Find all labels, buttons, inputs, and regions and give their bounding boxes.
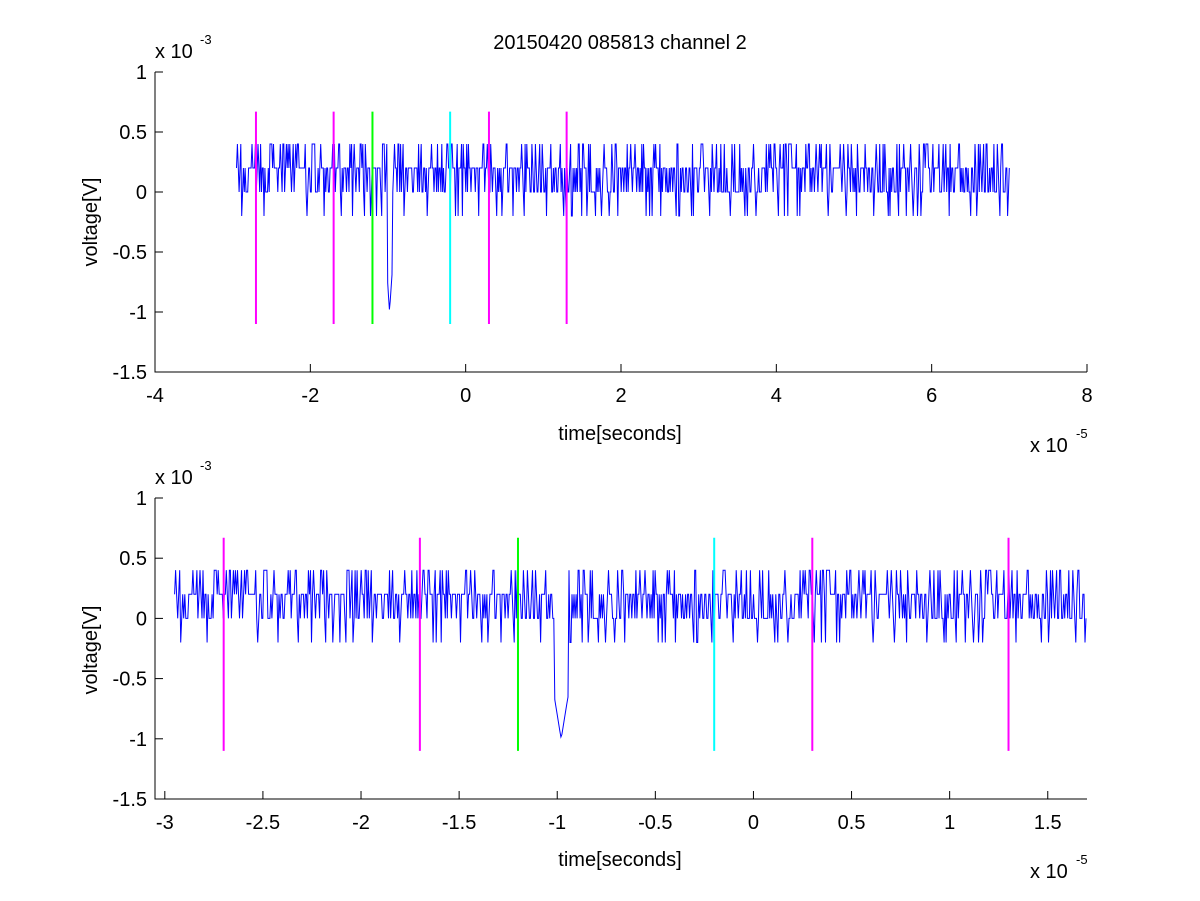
x-tick-label: 4 bbox=[771, 385, 782, 407]
x-ticks-bottom: -3 -2.5 -2 -1.5 -1 -0.5 0 0.5 1 1.5 bbox=[156, 791, 1062, 834]
x-tick-label: 8 bbox=[1081, 385, 1092, 407]
y-exponent-top: x 10 bbox=[155, 41, 193, 63]
axis-frame-bottom bbox=[154, 498, 1087, 800]
y-tick-label: -0.5 bbox=[113, 242, 147, 264]
y-exponent-bottom: x 10 bbox=[155, 467, 193, 489]
signal-layer-bottom bbox=[174, 569, 1087, 739]
x-tick-label: -2.5 bbox=[246, 812, 280, 834]
y-tick-label: 0.5 bbox=[119, 122, 147, 144]
y-exponent-power-top: -3 bbox=[200, 32, 212, 47]
x-tick-label: -0.5 bbox=[638, 812, 672, 834]
x-exponent-power-top: -5 bbox=[1076, 426, 1088, 441]
figure-title: 20150420 085813 channel 2 bbox=[493, 32, 747, 54]
x-exponent-bottom: x 10 bbox=[1030, 861, 1068, 883]
x-axis-label-top: time[seconds] bbox=[558, 423, 681, 445]
y-axis-label-bottom: voltage[V] bbox=[80, 606, 102, 695]
x-tick-label: 1 bbox=[944, 812, 955, 834]
y-tick-label: 1 bbox=[136, 62, 147, 84]
x-tick-label: -2 bbox=[352, 812, 370, 834]
signal-layer-top bbox=[236, 143, 1010, 310]
x-exponent-power-bottom: -5 bbox=[1076, 852, 1088, 867]
y-exponent-power-bottom: -3 bbox=[200, 458, 212, 473]
marker-layer-bottom bbox=[222, 537, 1010, 751]
y-tick-label: -0.5 bbox=[113, 669, 147, 691]
x-tick-label: -2 bbox=[301, 385, 319, 407]
x-tick-label: 0 bbox=[460, 385, 471, 407]
y-tick-label: -1 bbox=[129, 302, 147, 324]
x-tick-label: -1 bbox=[548, 812, 566, 834]
x-tick-label: 2 bbox=[615, 385, 626, 407]
y-tick-label: 0 bbox=[136, 182, 147, 204]
y-ticks-top: -1.5 -1 -0.5 0 0.5 1 bbox=[113, 62, 163, 384]
axis-frame-top bbox=[154, 72, 1087, 373]
y-axis-label-top: voltage[V] bbox=[80, 178, 102, 267]
signal-trace bbox=[174, 569, 1087, 739]
x-tick-label: 0 bbox=[748, 812, 759, 834]
marker-layer-top bbox=[254, 111, 568, 324]
x-exponent-top: x 10 bbox=[1030, 435, 1068, 457]
y-tick-label: -1 bbox=[129, 729, 147, 751]
y-tick-label: -1.5 bbox=[113, 789, 147, 811]
y-tick-label: 0.5 bbox=[119, 548, 147, 570]
y-ticks-bottom: -1.5 -1 -0.5 0 0.5 1 bbox=[113, 488, 163, 811]
axes-bottom: -3 -2.5 -2 -1.5 -1 -0.5 0 0.5 1 1.5 -1.5 -1 -0.5 0 0.… bbox=[80, 458, 1088, 883]
y-tick-label: -1.5 bbox=[113, 362, 147, 384]
x-tick-label: -1.5 bbox=[442, 812, 476, 834]
x-tick-label: 1.5 bbox=[1034, 812, 1062, 834]
y-tick-label: 1 bbox=[136, 488, 147, 510]
signal-trace bbox=[236, 143, 1010, 310]
y-tick-label: 0 bbox=[136, 608, 147, 630]
x-tick-label: -3 bbox=[156, 812, 174, 834]
x-tick-label: 6 bbox=[926, 385, 937, 407]
x-ticks-top: -4 -2 0 2 4 6 8 bbox=[146, 364, 1093, 407]
axes-top: -4 -2 0 2 4 6 8 -1.5-1-0.500.51 time[seconds] … bbox=[80, 32, 1093, 457]
x-tick-label: 0.5 bbox=[838, 812, 866, 834]
x-tick-label: -4 bbox=[146, 385, 164, 407]
x-axis-label-bottom: time[seconds] bbox=[558, 849, 681, 871]
